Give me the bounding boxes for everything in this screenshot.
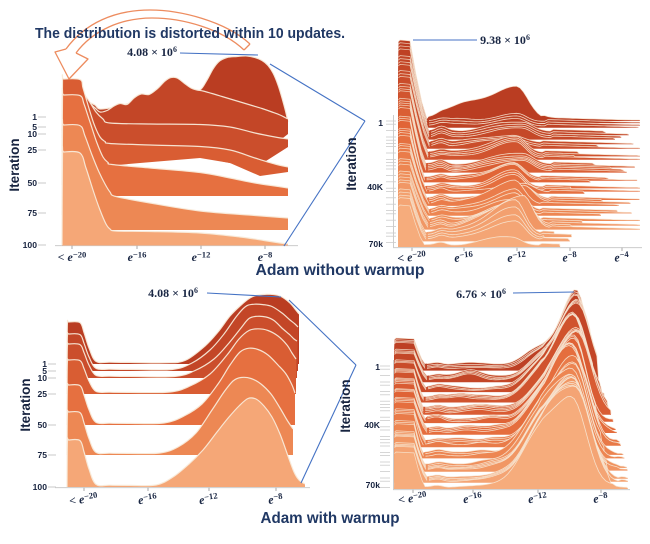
svg-text:100: 100 (33, 482, 48, 492)
svg-text:The distribution is distorted: The distribution is distorted within 10 … (35, 26, 345, 42)
svg-text:Iteration: Iteration (18, 378, 33, 431)
svg-text:1: 1 (42, 359, 47, 369)
svg-text:Iteration: Iteration (338, 379, 353, 432)
svg-text:e−16: e−16 (462, 489, 483, 506)
svg-text:e−12: e−12 (527, 489, 548, 506)
svg-text:10: 10 (27, 129, 37, 139)
svg-text:e−8: e−8 (258, 250, 273, 265)
svg-text:e−8: e−8 (562, 249, 579, 265)
svg-text:25: 25 (27, 145, 37, 155)
svg-text:e−16: e−16 (453, 249, 474, 265)
svg-text:e−12: e−12 (192, 250, 211, 265)
svg-text:Iteration: Iteration (344, 137, 359, 190)
svg-text:5: 5 (42, 366, 47, 376)
svg-text:70k: 70k (369, 239, 384, 249)
svg-text:40K: 40K (367, 182, 384, 192)
svg-text:Adam with warmup: Adam with warmup (261, 510, 400, 527)
svg-text:70k: 70k (366, 480, 381, 490)
svg-text:1: 1 (378, 118, 383, 128)
svg-text:4.08 × 106: 4.08 × 106 (127, 45, 177, 59)
svg-text:Adam without warmup: Adam without warmup (256, 262, 425, 279)
svg-text:50: 50 (27, 178, 37, 188)
svg-text:e−8: e−8 (592, 490, 609, 506)
svg-text:9.38 × 106: 9.38 × 106 (480, 33, 530, 47)
svg-text:1: 1 (32, 112, 37, 122)
svg-text:40K: 40K (364, 420, 381, 430)
svg-text:4.08 × 106: 4.08 × 106 (148, 286, 198, 300)
svg-text:e−16: e−16 (137, 490, 158, 507)
svg-text:e−12: e−12 (506, 249, 526, 265)
svg-text:75: 75 (27, 208, 37, 218)
svg-text:1: 1 (375, 362, 380, 372)
svg-text:5: 5 (32, 122, 37, 132)
svg-text:10: 10 (37, 373, 47, 383)
svg-text:e−4: e−4 (614, 249, 631, 265)
svg-text:e−8: e−8 (267, 491, 284, 507)
svg-text:e−16: e−16 (128, 250, 148, 265)
svg-text:Iteration: Iteration (7, 138, 22, 191)
svg-text:100: 100 (23, 240, 38, 250)
svg-text:e−12: e−12 (198, 490, 219, 507)
svg-text:6.76 × 106: 6.76 × 106 (456, 287, 506, 301)
svg-text:75: 75 (37, 450, 47, 460)
svg-text:50: 50 (37, 420, 47, 430)
svg-text:25: 25 (37, 389, 47, 399)
